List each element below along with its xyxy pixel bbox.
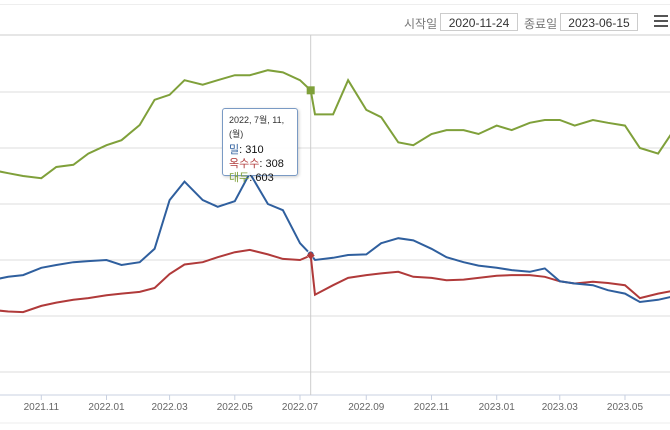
x-tick-label: 2022.11 <box>414 402 450 413</box>
start-date-input[interactable]: 2020-11-24 <box>440 13 518 31</box>
end-date-input[interactable]: 2023-06-15 <box>560 13 638 31</box>
tooltip-row-wheat: 밀: 310 <box>229 144 264 156</box>
series-line-soybean <box>0 69 670 180</box>
corn-marker <box>306 251 315 260</box>
x-tick-label: 2023.01 <box>479 402 516 413</box>
x-tick-label: 2021.11 <box>24 402 60 413</box>
x-tick-label: 2022.07 <box>282 402 319 413</box>
x-tick-label: 2023.03 <box>542 402 579 413</box>
chart-tooltip: 2022, 7월, 11, (월) 밀: 310 옥수수: 308 대두: 60… <box>222 108 298 184</box>
soybean-marker <box>306 86 315 95</box>
tooltip-row-soybean: 대두: 603 <box>229 172 274 184</box>
start-date-label: 시작일 <box>404 17 438 31</box>
x-tick-label: 2022.01 <box>88 402 125 413</box>
end-date-label: 종료일 <box>524 17 558 31</box>
series-line-corn <box>0 248 670 314</box>
tooltip-row-corn: 옥수수: 308 <box>229 158 284 170</box>
hamburger-menu-icon[interactable] <box>654 15 668 29</box>
x-tick-label: 2022.09 <box>348 402 385 413</box>
series-line-wheat <box>0 171 670 304</box>
tooltip-date: 2022, 7월, 11, (월) <box>229 115 285 139</box>
x-tick-label: 2023.05 <box>607 402 644 413</box>
x-tick-label: 2022.05 <box>217 402 254 413</box>
header-divider <box>0 4 670 5</box>
x-tick-label: 2022.03 <box>152 402 189 413</box>
